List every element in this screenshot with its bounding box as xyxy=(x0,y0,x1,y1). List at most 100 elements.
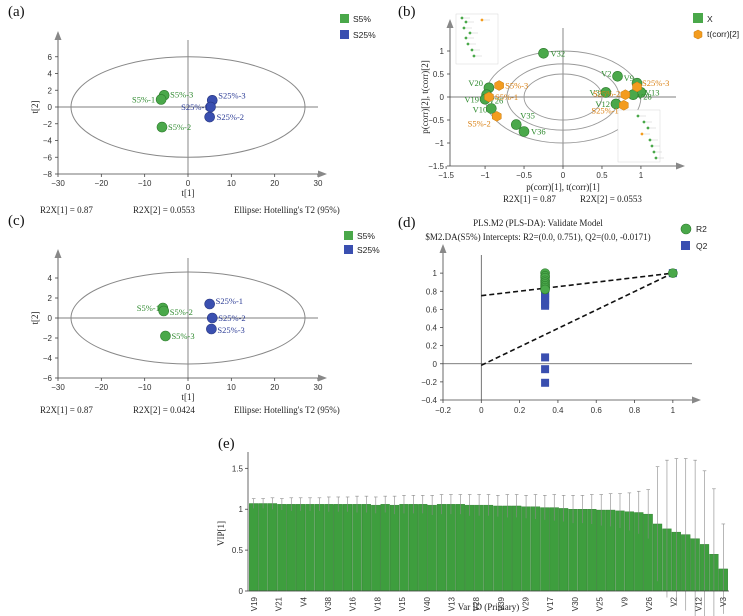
x-tick-label: −30 xyxy=(51,179,65,188)
y-tick-label: −6 xyxy=(43,153,53,162)
point-label: V26 xyxy=(489,96,504,106)
x-tick-label: −30 xyxy=(51,383,65,392)
y-tick-label: −4 xyxy=(43,137,53,146)
x-tick-label: 30 xyxy=(314,383,323,392)
vip-bar xyxy=(249,503,259,592)
y-tick-label: 0.8 xyxy=(426,287,438,296)
x-tick-label: V2 xyxy=(670,596,679,606)
legend-s5-label: S5% xyxy=(353,14,371,24)
footer-ellipse: Ellipse: Hotelling's T2 (95%) xyxy=(234,205,340,215)
val-y-arrow xyxy=(439,244,447,253)
vip-bar xyxy=(474,504,484,592)
x-tick-label: 0 xyxy=(186,383,191,392)
y-axis-label: p(corr)[2], t(corr)[2] xyxy=(420,60,430,133)
point-label: S25%-2 xyxy=(217,112,244,122)
inset-top-left-dot xyxy=(472,54,476,58)
y-axis-label: t[2] xyxy=(30,101,40,114)
chart-marks: −30 −20 −10 0 10 20 30−8−6−4−20246t[1]t[2]S5%-… xyxy=(30,13,729,616)
x-tick-label: V38 xyxy=(324,596,333,611)
point-label: S25%-2 xyxy=(218,313,245,323)
panel-c-label: (c) xyxy=(8,213,25,229)
loading-point xyxy=(612,71,623,82)
x-tick-label: 0.4 xyxy=(552,406,564,415)
point-label: V10 xyxy=(473,105,488,115)
y-tick-label: 1 xyxy=(440,47,445,56)
vip-bar xyxy=(371,504,381,592)
footer-r2x2-b: R2X[2] = 0.0553 xyxy=(580,194,642,204)
x-tick-label: V16 xyxy=(349,596,358,611)
y-tick-label: −2 xyxy=(43,334,53,343)
y-tick-label: −2 xyxy=(43,120,53,129)
y-tick-label: 2 xyxy=(48,86,53,95)
point-label: S25%-2 xyxy=(593,89,620,99)
vip-bar xyxy=(399,504,409,592)
inset-top-left-dot xyxy=(460,16,464,20)
y-tick-label: −1 xyxy=(435,139,445,148)
vip-bar xyxy=(343,504,353,592)
x-tick-label: 0.8 xyxy=(629,406,641,415)
footer-r2x2-c: R2X[2] = 0.0424 xyxy=(133,405,195,415)
inset-bottom-right-dot xyxy=(648,138,652,142)
panel-c: (c) S5% S25% R2X[1] = 0.87 R2X[2] = 0.04… xyxy=(8,213,380,415)
x-tick-label: 1 xyxy=(639,171,644,180)
inset-top-left-dot xyxy=(464,20,468,24)
legend-s5-swatch xyxy=(340,14,349,23)
vip-bar-chart: 0 0.5 1 1.5 VIP[1] V19 V21 V4 V38 V16 V18 V15 V40 V13… xyxy=(216,452,729,616)
point-label: V28 xyxy=(637,92,652,102)
vip-bar xyxy=(436,504,447,592)
tcorr-point xyxy=(494,80,504,91)
x-tick-label: −0.2 xyxy=(435,406,451,415)
vip-bar xyxy=(305,504,315,592)
x-tick-label: V26 xyxy=(645,596,654,611)
vip-bar xyxy=(408,504,418,592)
x-tick-label: 0 xyxy=(561,171,566,180)
legend-s25-swatch xyxy=(340,30,349,39)
x-tick-label: V28 xyxy=(472,596,481,611)
vip-bar xyxy=(455,504,465,592)
y-axis-label: VIP[1] xyxy=(216,521,226,546)
vip-bar xyxy=(427,504,437,592)
y-tick-label: −0.5 xyxy=(428,116,444,125)
regression-line-R2 xyxy=(481,272,673,297)
vip-bar xyxy=(314,504,325,592)
x-tick-label: −10 xyxy=(138,179,152,188)
y-axis-label: t[2] xyxy=(30,312,40,325)
y-tick-label: 1 xyxy=(239,505,244,514)
legend-r2-swatch xyxy=(680,223,692,235)
r2-point xyxy=(540,284,550,295)
score-point xyxy=(158,305,170,317)
point-label: V20 xyxy=(468,78,483,88)
footer-ellipse-c: Ellipse: Hotelling's T2 (95%) xyxy=(234,405,340,415)
x-tick-label: V40 xyxy=(423,596,432,611)
vip-bar xyxy=(521,506,531,592)
x-tick-label: V30 xyxy=(571,596,580,611)
vip-bar xyxy=(493,505,503,592)
vip-bar xyxy=(267,503,278,592)
x-tick-label: −20 xyxy=(95,179,109,188)
x-tick-label: V21 xyxy=(275,596,284,611)
vip-bar xyxy=(465,504,475,592)
point-label: S5%-1 xyxy=(137,303,160,313)
x-tick-label: V4 xyxy=(299,596,308,606)
x-tick-label: 10 xyxy=(227,383,236,392)
y-tick-label: 0.5 xyxy=(433,70,445,79)
legend-x-label: X xyxy=(707,14,713,24)
legend-q2-swatch xyxy=(681,241,690,250)
point-label: V9 xyxy=(624,73,634,83)
vip-bar xyxy=(361,504,371,592)
inset-bottom-right-dot xyxy=(654,156,658,160)
legend-s25-swatch-c xyxy=(344,245,353,254)
x-tick-label: 1 xyxy=(671,406,676,415)
panel-a: (a) S5% S25% R2X[1] = 0.87 R2X[2] = 0.05… xyxy=(8,4,376,215)
point-label: S5%-1 xyxy=(495,92,518,102)
y-tick-label: 0 xyxy=(48,314,53,323)
y-tick-label: 2 xyxy=(48,294,53,303)
q2-point xyxy=(541,301,550,310)
footer-r2x2: R2X[2] = 0.0553 xyxy=(133,205,195,215)
q2-point xyxy=(541,378,550,387)
y-tick-label: 6 xyxy=(48,53,53,62)
tcorr-point xyxy=(484,91,494,103)
point-label: S5%-3 xyxy=(171,331,194,341)
loading-point xyxy=(600,87,612,98)
point-label: S5%-3 xyxy=(505,81,528,91)
